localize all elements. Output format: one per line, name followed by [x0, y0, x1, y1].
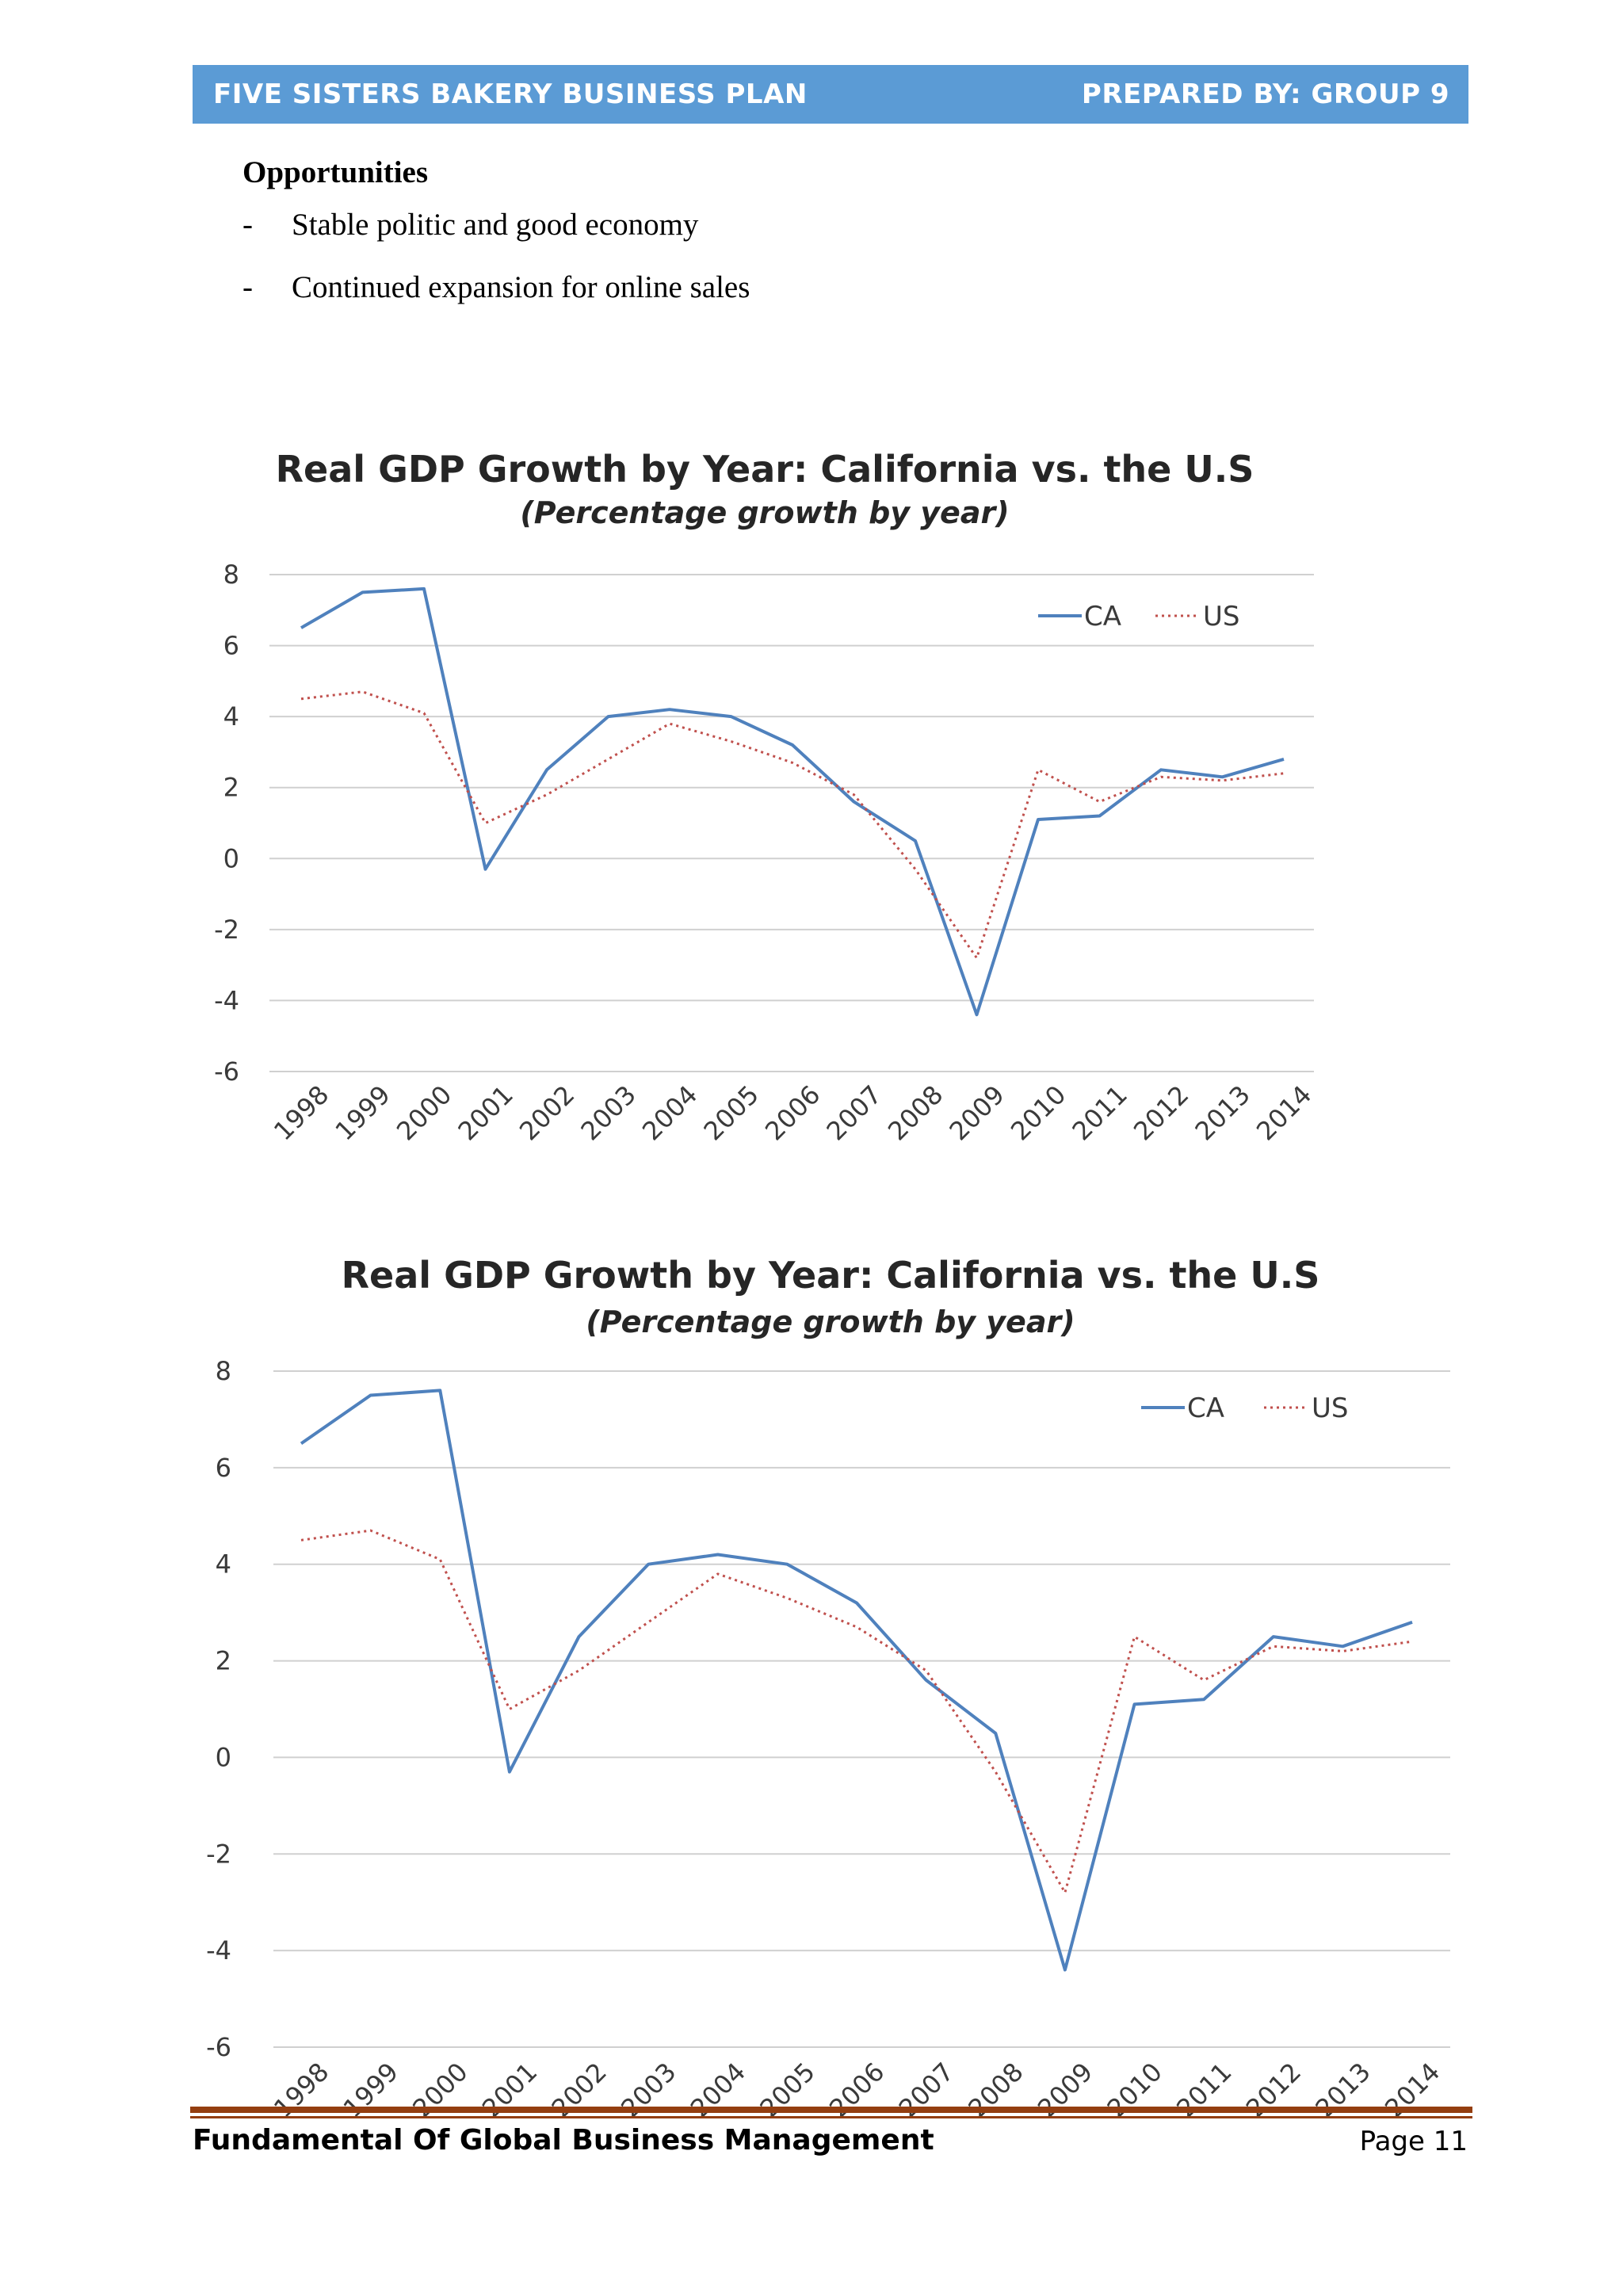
list-item: - Continued expansion for online sales: [242, 270, 1431, 305]
x-tick-label: 2004: [636, 1079, 703, 1146]
x-tick-label: 2012: [1240, 2057, 1307, 2123]
x-tick-label: 2012: [1128, 1079, 1194, 1146]
x-tick-label: 2002: [514, 1079, 580, 1146]
x-tick-label: 2000: [391, 1079, 457, 1146]
x-tick-label: 1999: [329, 1079, 395, 1146]
gdp-chart-2-svg: Real GDP Growth by Year: California vs. …: [206, 1254, 1450, 2123]
x-tick-label: 2009: [943, 1079, 1010, 1146]
y-tick-label: 8: [223, 560, 239, 590]
y-tick-label: 2: [223, 773, 239, 803]
x-tick-label: 2003: [615, 2057, 682, 2123]
x-tick-label: 2007: [820, 1079, 887, 1146]
legend-label-ca: CA: [1084, 601, 1121, 632]
list-item: - Stable politic and good economy: [242, 208, 1431, 243]
x-tick-label: 2009: [1032, 2057, 1098, 2123]
x-tick-label: 2002: [545, 2057, 612, 2123]
x-tick-label: 2010: [1005, 1079, 1071, 1146]
series-line-us: [300, 1529, 1413, 1894]
y-tick-label: 6: [216, 1453, 231, 1483]
footer-divider: [190, 2107, 1472, 2113]
list-item-text: Continued expansion for online sales: [292, 270, 750, 304]
legend-label-ca: CA: [1187, 1392, 1224, 1424]
footer-page-number: Page 11: [1359, 2126, 1468, 2157]
x-tick-label: 2008: [882, 1079, 949, 1146]
y-tick-label: -6: [214, 1056, 239, 1087]
chart-title: Real GDP Growth by Year: California vs. …: [276, 448, 1254, 491]
y-tick-label: -2: [214, 915, 239, 945]
legend-label-us: US: [1203, 601, 1239, 632]
opportunities-list: - Stable politic and good economy - Cont…: [242, 208, 1431, 305]
series-line-us: [300, 690, 1285, 960]
x-tick-label: 2013: [1189, 1079, 1255, 1146]
y-tick-label: -6: [206, 2032, 231, 2062]
y-tick-label: 4: [223, 701, 239, 732]
x-tick-label: 2003: [575, 1079, 641, 1146]
gdp-chart-1-svg: Real GDP Growth by Year: California vs. …: [214, 448, 1317, 1146]
bullet-dash: -: [242, 208, 253, 242]
x-tick-label: 1999: [338, 2057, 404, 2123]
y-tick-label: 0: [223, 843, 239, 873]
x-tick-label: 2004: [685, 2057, 751, 2123]
legend-label-us: US: [1312, 1392, 1348, 1424]
x-tick-label: 2006: [823, 2057, 890, 2123]
header-author: PREPARED BY: GROUP 9: [1081, 78, 1449, 110]
x-tick-label: 2006: [759, 1079, 826, 1146]
y-tick-label: -4: [206, 1935, 231, 1966]
header-title: FIVE SISTERS BAKERY BUSINESS PLAN: [213, 78, 808, 110]
y-tick-label: 8: [216, 1356, 231, 1386]
x-tick-label: 2010: [1101, 2057, 1167, 2123]
series-line-ca: [300, 1389, 1413, 1972]
x-tick-label: 2008: [962, 2057, 1029, 2123]
chart-title: Real GDP Growth by Year: California vs. …: [342, 1254, 1320, 1297]
y-tick-label: 2: [216, 1646, 231, 1676]
x-tick-label: 1998: [268, 1079, 334, 1146]
x-tick-label: 2007: [893, 2057, 960, 2123]
x-tick-label: 1998: [268, 2057, 334, 2123]
x-tick-label: 2013: [1309, 2057, 1376, 2123]
y-tick-label: 6: [223, 631, 239, 661]
x-tick-label: 2005: [697, 1079, 764, 1146]
y-tick-label: 4: [216, 1549, 231, 1580]
footer-divider-thin: [190, 2116, 1472, 2118]
x-tick-label: 2005: [754, 2057, 820, 2123]
x-tick-label: 2000: [407, 2057, 473, 2123]
y-tick-label: -4: [214, 985, 239, 1015]
page-header: FIVE SISTERS BAKERY BUSINESS PLAN PREPAR…: [193, 65, 1468, 124]
opportunities-section: Opportunities - Stable politic and good …: [242, 155, 1431, 333]
y-tick-label: -2: [206, 1839, 231, 1869]
list-item-text: Stable politic and good economy: [292, 208, 699, 242]
x-tick-label: 2011: [1066, 1079, 1132, 1146]
bullet-dash: -: [242, 270, 253, 304]
y-tick-label: 0: [216, 1742, 231, 1772]
series-line-ca: [300, 586, 1285, 1017]
opportunities-heading: Opportunities: [242, 155, 429, 189]
chart-subtitle: (Percentage growth by year): [520, 495, 1009, 530]
x-tick-label: 2011: [1170, 2057, 1237, 2123]
x-tick-label: 2014: [1251, 1079, 1317, 1146]
chart-subtitle: (Percentage growth by year): [586, 1305, 1075, 1339]
gdp-chart-1: Real GDP Growth by Year: California vs. …: [190, 428, 1347, 1181]
x-tick-label: 2001: [452, 1079, 518, 1146]
footer-course-title: Fundamental Of Global Business Managemen…: [193, 2124, 934, 2157]
x-tick-label: 2014: [1379, 2057, 1445, 2123]
gdp-chart-2: Real GDP Growth by Year: California vs. …: [190, 1224, 1466, 2123]
x-tick-label: 2001: [476, 2057, 543, 2123]
